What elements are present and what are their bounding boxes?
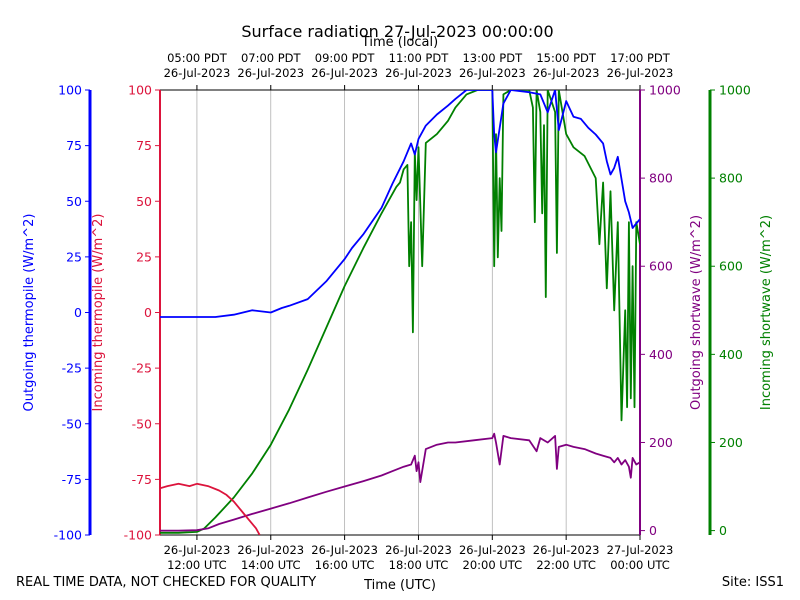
outgoing-shortwave-tick-label-2: 400 bbox=[649, 347, 673, 362]
x-bottom-tick-label-time-2: 16:00 UTC bbox=[315, 558, 375, 572]
incoming-shortwave-series-line bbox=[160, 90, 640, 534]
chart-title: Surface radiation 27-Jul-2023 00:00:00 bbox=[241, 22, 554, 41]
x-top-tick-label-time-5: 15:00 PDT bbox=[536, 51, 597, 65]
x-top-tick-label-date-0: 26-Jul-2023 bbox=[164, 66, 231, 80]
x-top-tick-label-date-6: 26-Jul-2023 bbox=[607, 66, 674, 80]
outgoing-thermopile-series-line bbox=[160, 90, 640, 318]
incoming-thermopile-tick-label-6: 50 bbox=[136, 194, 152, 209]
incoming-thermopile-tick-label-0: -100 bbox=[124, 528, 152, 543]
outgoing-thermopile-tick-label-2: -50 bbox=[62, 416, 82, 431]
outgoing-shortwave-tick-label-4: 800 bbox=[649, 171, 673, 186]
incoming-thermopile-series-line bbox=[160, 482, 261, 535]
incoming-thermopile-tick-label-1: -75 bbox=[132, 472, 152, 487]
x-bottom-tick-label-time-3: 18:00 UTC bbox=[389, 558, 449, 572]
x-top-tick-label-time-6: 17:00 PDT bbox=[610, 51, 671, 65]
x-top-axis-label: Time (local) bbox=[361, 35, 438, 50]
x-top-tick-label-date-5: 26-Jul-2023 bbox=[533, 66, 600, 80]
incoming-thermopile-tick-label-5: 25 bbox=[136, 249, 152, 264]
x-top-tick-label-date-2: 26-Jul-2023 bbox=[311, 66, 378, 80]
incoming-shortwave-tick-label-3: 600 bbox=[719, 259, 743, 274]
outgoing-thermopile-tick-label-4: 0 bbox=[74, 305, 82, 320]
outgoing-shortwave-series-line bbox=[160, 432, 640, 532]
x-bottom-tick-label-time-5: 22:00 UTC bbox=[536, 558, 596, 572]
incoming-thermopile-tick-label-7: 75 bbox=[136, 138, 152, 153]
incoming-thermopile-tick-label-4: 0 bbox=[144, 305, 152, 320]
x-bottom-tick-label-date-6: 27-Jul-2023 bbox=[607, 543, 674, 557]
x-bottom-tick-label-time-6: 00:00 UTC bbox=[610, 558, 670, 572]
x-top-tick-label-date-3: 26-Jul-2023 bbox=[385, 66, 452, 80]
x-bottom-tick-label-time-1: 14:00 UTC bbox=[241, 558, 301, 572]
x-top-tick-label-time-4: 13:00 PDT bbox=[462, 51, 523, 65]
incoming-thermopile-tick-label-2: -50 bbox=[132, 416, 152, 431]
incoming-thermopile-tick-label-8: 100 bbox=[128, 83, 152, 98]
outgoing-shortwave-axis-label: Outgoing shortwave (W/m^2) bbox=[689, 215, 704, 410]
incoming-shortwave-axis-label: Incoming shortwave (W/m^2) bbox=[759, 215, 774, 410]
outgoing-thermopile-tick-label-7: 75 bbox=[66, 138, 82, 153]
incoming-shortwave-tick-label-2: 400 bbox=[719, 347, 743, 362]
outgoing-shortwave-tick-label-0: 0 bbox=[649, 523, 657, 538]
outgoing-thermopile-tick-label-5: 25 bbox=[66, 249, 82, 264]
quality-disclaimer: REAL TIME DATA, NOT CHECKED FOR QUALITY bbox=[16, 575, 317, 590]
x-bottom-tick-label-date-5: 26-Jul-2023 bbox=[533, 543, 600, 557]
x-top-tick-label-date-1: 26-Jul-2023 bbox=[237, 66, 304, 80]
outgoing-shortwave-tick-label-5: 1000 bbox=[649, 83, 681, 98]
incoming-shortwave-tick-label-5: 1000 bbox=[719, 83, 751, 98]
outgoing-thermopile-tick-label-8: 100 bbox=[58, 83, 82, 98]
incoming-thermopile-axis-label: Incoming thermopile (W/m^2) bbox=[91, 214, 106, 412]
x-top-tick-label-time-0: 05:00 PDT bbox=[167, 51, 228, 65]
x-bottom-tick-label-date-1: 26-Jul-2023 bbox=[237, 543, 304, 557]
outgoing-thermopile-axis-label: Outgoing thermopile (W/m^2) bbox=[22, 214, 37, 412]
x-top-tick-label-time-1: 07:00 PDT bbox=[241, 51, 302, 65]
outgoing-shortwave-tick-label-1: 200 bbox=[649, 435, 673, 450]
x-bottom-tick-label-time-0: 12:00 UTC bbox=[167, 558, 227, 572]
incoming-shortwave-tick-label-0: 0 bbox=[719, 523, 727, 538]
x-bottom-tick-label-time-4: 20:00 UTC bbox=[463, 558, 523, 572]
incoming-thermopile-tick-label-3: -25 bbox=[132, 361, 152, 376]
x-bottom-tick-label-date-0: 26-Jul-2023 bbox=[164, 543, 231, 557]
outgoing-thermopile-tick-label-3: -25 bbox=[62, 361, 82, 376]
x-bottom-tick-label-date-4: 26-Jul-2023 bbox=[459, 543, 526, 557]
site-label: Site: ISS1 bbox=[721, 575, 784, 590]
outgoing-thermopile-tick-label-6: 50 bbox=[66, 194, 82, 209]
x-bottom-axis-label: Time (UTC) bbox=[363, 578, 436, 593]
incoming-shortwave-tick-label-1: 200 bbox=[719, 435, 743, 450]
x-top-tick-label-time-2: 09:00 PDT bbox=[315, 51, 376, 65]
x-top-tick-label-date-4: 26-Jul-2023 bbox=[459, 66, 526, 80]
x-bottom-tick-label-date-3: 26-Jul-2023 bbox=[385, 543, 452, 557]
x-bottom-tick-label-date-2: 26-Jul-2023 bbox=[311, 543, 378, 557]
outgoing-thermopile-tick-label-1: -75 bbox=[62, 472, 82, 487]
outgoing-shortwave-tick-label-3: 600 bbox=[649, 259, 673, 274]
x-top-tick-label-time-3: 11:00 PDT bbox=[389, 51, 450, 65]
outgoing-thermopile-tick-label-0: -100 bbox=[54, 528, 82, 543]
incoming-shortwave-tick-label-4: 800 bbox=[719, 171, 743, 186]
